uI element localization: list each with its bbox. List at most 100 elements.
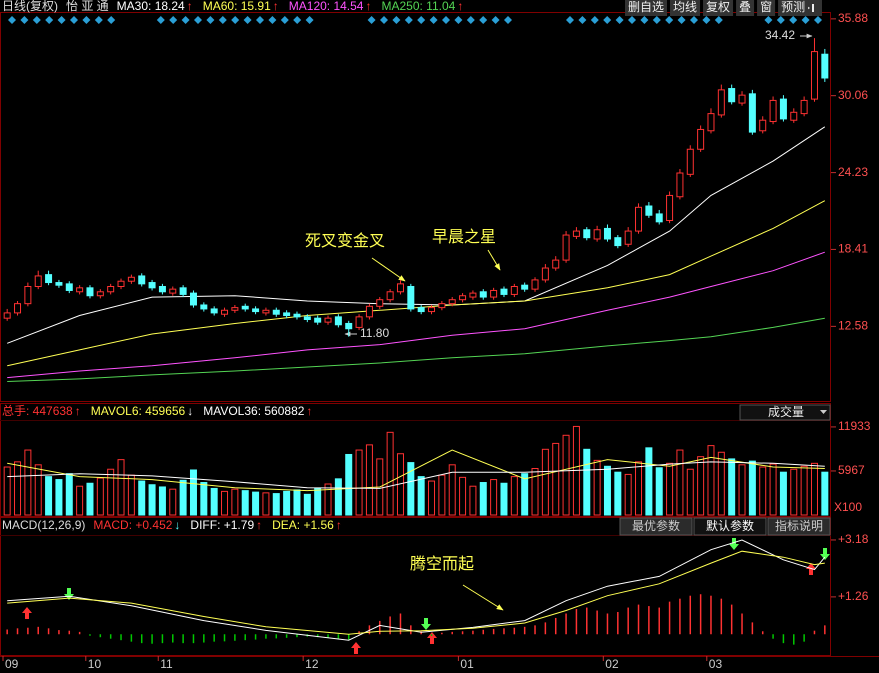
- volume-bar: [779, 471, 787, 516]
- candle-body: [117, 280, 125, 288]
- indicator-line: [7, 550, 825, 635]
- candle-body: [728, 88, 736, 103]
- volume-bar: [583, 448, 591, 516]
- candle-body: [200, 304, 208, 310]
- event-marker: [578, 16, 587, 24]
- volume-bar: [821, 471, 829, 516]
- volume-bar: [314, 487, 322, 516]
- toolbar-button-bg[interactable]: [778, 0, 809, 16]
- candle-body: [790, 111, 798, 121]
- volume-bar: [355, 449, 363, 516]
- event-marker: [194, 16, 202, 24]
- candle-body: [14, 303, 22, 314]
- candle-body: [655, 213, 663, 223]
- header-text: ↑: [75, 404, 81, 418]
- indicator-tab[interactable]: 指标说明: [775, 518, 823, 533]
- toolbar-button-bg[interactable]: [703, 0, 734, 16]
- header-text: ↑: [306, 404, 312, 418]
- toolbar-button[interactable]: 删自选: [628, 0, 664, 14]
- candle-body: [365, 305, 373, 318]
- volume-bar: [345, 453, 353, 516]
- toolbar-button[interactable]: 窗: [760, 0, 772, 14]
- y-tick-label: 30.06: [838, 88, 868, 102]
- volume-bar: [666, 462, 674, 516]
- volume-bar: [86, 482, 94, 516]
- event-marker: [628, 16, 636, 24]
- toolbar-button[interactable]: 叠: [739, 0, 751, 14]
- indicator-selector[interactable]: 成交量: [768, 404, 804, 419]
- toolbar-button[interactable]: 复权: [706, 0, 730, 14]
- volume-bar: [541, 448, 549, 516]
- event-marker: [156, 16, 165, 24]
- indicator-tab-bg[interactable]: [767, 517, 831, 536]
- volume-bar: [55, 479, 63, 516]
- y-tick-label: 24.23: [838, 165, 868, 179]
- candle-body: [800, 99, 808, 115]
- candle-body: [96, 291, 104, 297]
- header-text: ↑: [273, 0, 279, 13]
- volume-bar: [479, 482, 487, 516]
- volume-bar: [790, 468, 798, 516]
- candle-body: [541, 267, 549, 281]
- toolbar-button-bg[interactable]: [757, 0, 776, 16]
- candle-body: [717, 89, 725, 116]
- indicator-tab[interactable]: 默认参数: [706, 518, 754, 533]
- volume-bar: [655, 467, 663, 516]
- y-tick-label: 11933: [838, 419, 871, 433]
- volume-bar: [365, 444, 373, 516]
- candle-body: [686, 148, 694, 175]
- header-text: ↓: [187, 404, 193, 418]
- y-tick-label: 12.58: [838, 319, 868, 333]
- volume-bar: [334, 478, 342, 516]
- volume-bar: [562, 434, 570, 516]
- volume-bar: [179, 479, 187, 516]
- event-marker: [293, 16, 302, 24]
- candle-body: [459, 295, 467, 301]
- volume-bar: [717, 451, 725, 516]
- volume-bar: [272, 493, 280, 516]
- toolbar-button-bg[interactable]: [670, 0, 701, 16]
- event-marker: [231, 16, 240, 24]
- header-text: 日线(复权): [2, 0, 58, 13]
- indicator-selector-bg[interactable]: [739, 404, 831, 421]
- volume-bar: [417, 476, 425, 516]
- candle-body: [231, 307, 239, 311]
- toolbar-button[interactable]: 预测: [781, 0, 805, 14]
- event-marker: [107, 16, 116, 24]
- volume-bar: [231, 488, 239, 516]
- header-text: MA120: 14.54: [289, 0, 364, 13]
- event-marker: [57, 16, 66, 24]
- sell-signal: [729, 538, 739, 550]
- indicator-tab-bg[interactable]: [693, 517, 767, 536]
- volume-bar: [510, 476, 518, 516]
- volume-bar: [645, 447, 653, 516]
- candle-body: [76, 287, 84, 293]
- candle-body: [107, 286, 115, 293]
- event-marker: [392, 16, 401, 24]
- candle-body: [707, 113, 715, 132]
- volume-bar: [469, 485, 477, 516]
- indicator-line: [7, 200, 826, 367]
- toolbar-button-bg[interactable]: [625, 0, 668, 16]
- volume-bar: [676, 449, 684, 516]
- event-marker: [218, 16, 227, 24]
- candle-body: [241, 305, 249, 310]
- event-marker: [404, 16, 413, 24]
- candle-body: [759, 119, 767, 132]
- event-marker: [466, 16, 475, 24]
- toolbar-button-bg[interactable]: [736, 0, 755, 16]
- volume-bar: [459, 476, 467, 516]
- volume-bar: [407, 462, 415, 516]
- header-text: MA30: 18.24: [117, 0, 185, 13]
- toolbar-button[interactable]: 均线: [673, 0, 697, 14]
- indicator-tab[interactable]: 最优参数: [632, 518, 680, 533]
- sell-signal: [820, 548, 830, 560]
- x-tick-label: 09: [5, 657, 19, 671]
- event-marker: [169, 16, 178, 24]
- event-marker: [70, 16, 78, 24]
- indicator-tab-bg[interactable]: [619, 517, 693, 536]
- candle-body: [624, 230, 632, 245]
- volume-bar: [552, 442, 560, 516]
- volume-bar: [117, 459, 125, 516]
- annotation-arrow: [462, 584, 504, 611]
